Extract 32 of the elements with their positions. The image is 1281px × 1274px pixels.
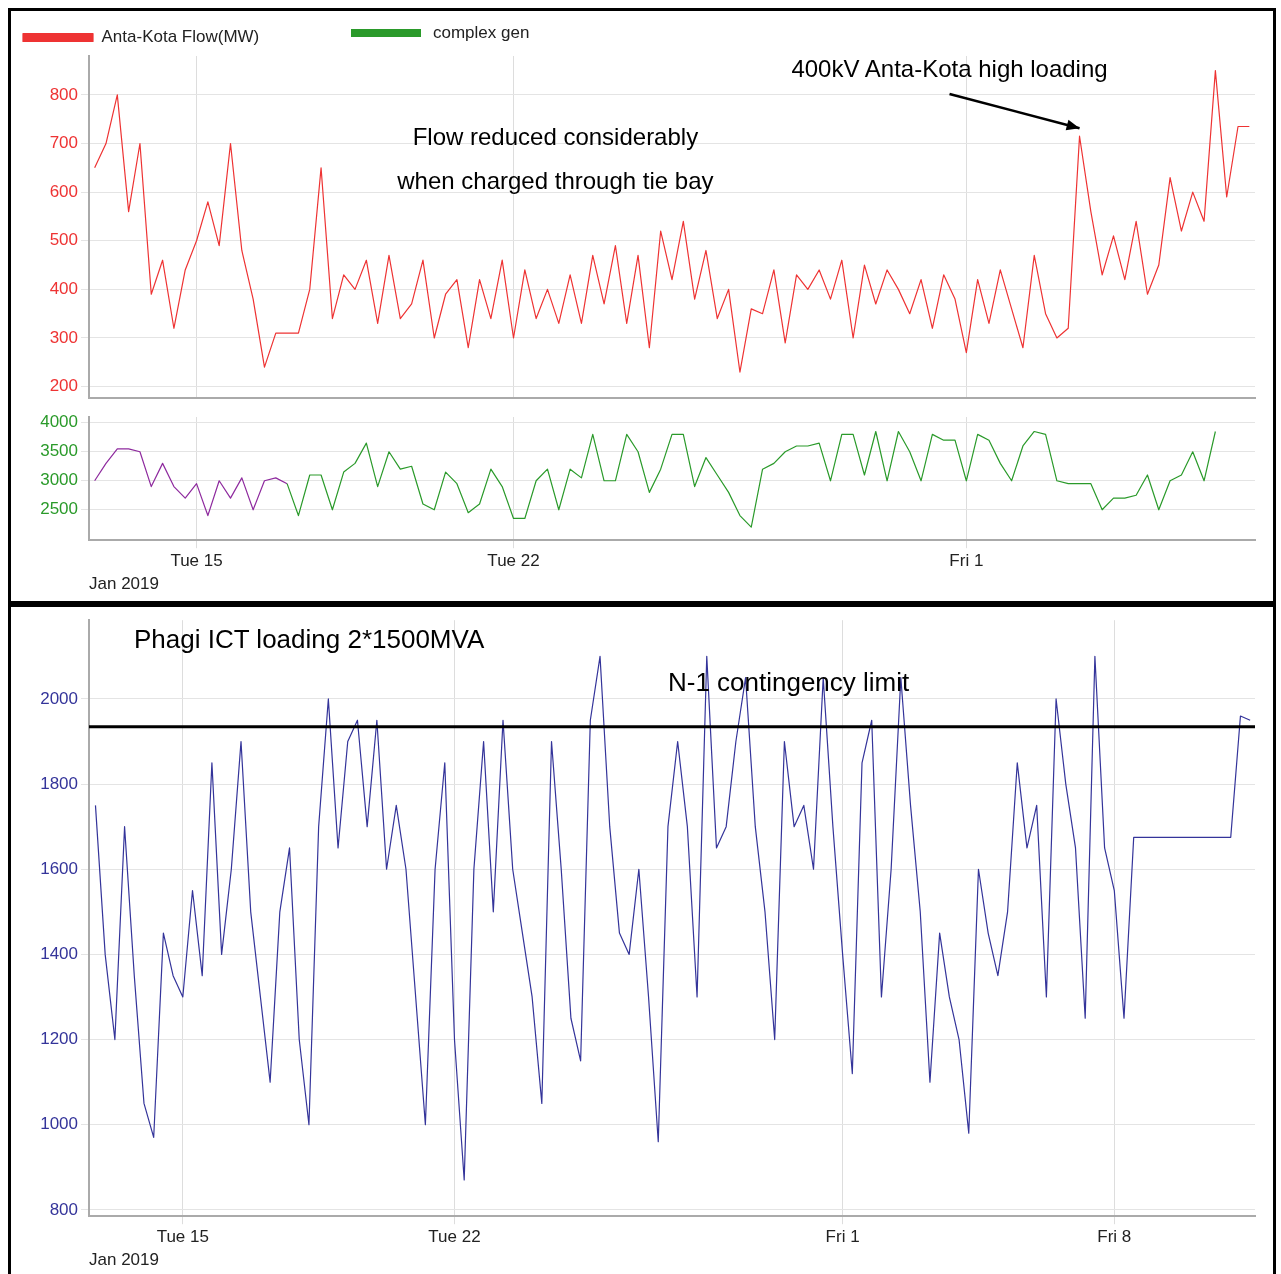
y-tick-label: 700 xyxy=(49,133,78,153)
y-tick-label: 800 xyxy=(49,84,78,104)
y-tick-label: 1600 xyxy=(40,858,78,878)
y-tick-label: 1800 xyxy=(40,773,78,793)
legend-label: complex gen xyxy=(433,22,530,42)
y-tick-label: 3000 xyxy=(40,470,78,490)
y-tick-label: 4000 xyxy=(40,412,78,432)
legend-label: Anta-Kota Flow(MW) xyxy=(101,27,260,47)
y-tick-label: 1000 xyxy=(40,1114,78,1134)
x-tick-label: Fri 1 xyxy=(949,551,984,571)
y-tick-label: 400 xyxy=(49,279,78,299)
y-tick-label: 1200 xyxy=(40,1029,78,1049)
x-axis-title: Jan 2019 xyxy=(89,574,159,594)
x-axis-title: Jan 2019 xyxy=(89,1250,159,1270)
y-tick-label: 3500 xyxy=(40,441,78,461)
x-tick-label: Tue 15 xyxy=(170,551,223,571)
x-tick-label: Fri 1 xyxy=(825,1227,860,1247)
y-tick-label: 500 xyxy=(49,230,78,250)
annotation: 400kV Anta-Kota high loading xyxy=(791,54,1108,82)
y-tick-label: 200 xyxy=(49,376,78,396)
y-tick-label: 1400 xyxy=(40,944,78,964)
x-tick-label: Tue 22 xyxy=(487,551,540,571)
x-tick-label: Tue 22 xyxy=(428,1227,481,1247)
y-tick-label: 2000 xyxy=(40,688,78,708)
annotation: Flow reduced considerably when charged through tie bay xyxy=(396,122,714,194)
chart-title: Phagi ICT loading 2*1500MVA xyxy=(134,624,485,655)
x-tick-label: Fri 8 xyxy=(1097,1227,1132,1247)
x-tick-label: Tue 15 xyxy=(156,1227,209,1247)
y-tick-label: 300 xyxy=(49,327,78,347)
y-tick-label: 800 xyxy=(49,1199,78,1219)
y-tick-label: 600 xyxy=(49,181,78,201)
y-tick-label: 2500 xyxy=(40,499,78,519)
